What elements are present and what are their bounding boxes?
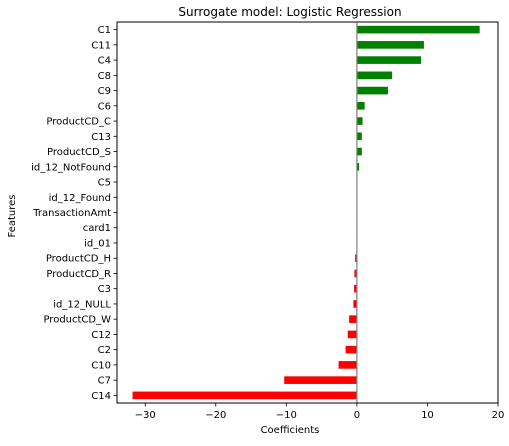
y-tick-label: ProductCD_C (46, 117, 111, 128)
y-tick-label: ProductCD_H (46, 254, 111, 265)
plot-frame (116, 21, 499, 404)
y-tick-label: ProductCD_W (43, 315, 111, 326)
x-tick-label: 20 (492, 410, 505, 421)
y-tick-label: id_01 (84, 238, 111, 249)
y-axis-ticks: C1 C11 C4 C8 C9 C6 ProductCD_C C13 ProductCD_Sid… (31, 25, 117, 402)
x-axis-ticks: −30 −20 −10 0 10 20 (135, 403, 505, 421)
x-tick-label: 10 (421, 410, 434, 421)
bar-ProductCD_W (349, 315, 357, 323)
bar-C6 (356, 102, 365, 110)
chart-title: Surrogate model: Logistic Regression (178, 5, 401, 19)
x-tick-label: −10 (276, 410, 297, 421)
bar-ProductCD_R (354, 269, 357, 278)
bar-id_12_NULL (353, 300, 357, 308)
y-tick-label: C5 (98, 178, 111, 189)
y-tick-label: C8 (98, 71, 111, 82)
y-tick-label: C7 (98, 376, 111, 387)
bar-C10 (338, 361, 357, 369)
y-axis-label: Features (7, 195, 18, 238)
y-tick-label: C2 (98, 345, 111, 356)
y-tick-label: C10 (91, 360, 111, 371)
bar-C4 (356, 56, 422, 64)
bar-C3 (354, 284, 357, 293)
bar-C11 (356, 41, 424, 49)
bar-C14 (132, 391, 357, 400)
bar-C13 (356, 132, 362, 141)
y-tick-label: card1 (83, 223, 111, 234)
x-tick-label: −20 (205, 410, 226, 421)
y-tick-label: C1 (98, 25, 111, 36)
y-tick-label: ProductCD_R (46, 269, 111, 280)
x-tick-label: 0 (354, 410, 360, 421)
y-tick-label: TransactionAmt (32, 208, 111, 219)
y-tick-label: C6 (98, 101, 111, 112)
x-tick-label: −30 (135, 410, 156, 421)
y-tick-label: ProductCD_S (47, 147, 111, 158)
bar-C7 (284, 376, 357, 384)
bar-C1 (356, 25, 480, 34)
y-tick-label: C14 (91, 391, 111, 402)
bar-C2 (345, 345, 357, 354)
y-tick-label: C11 (91, 40, 111, 51)
bar-C12 (347, 330, 357, 339)
bar-C9 (356, 86, 388, 95)
y-tick-label: C3 (98, 284, 111, 295)
bar-C8 (356, 71, 393, 80)
y-tick-label: C9 (98, 86, 111, 97)
bar-ProductCD_C (356, 117, 363, 125)
x-axis-label: Coefficients (261, 425, 320, 436)
bar-id_12_NotFound (356, 162, 360, 171)
y-tick-label: C13 (91, 132, 111, 143)
y-tick-label: id_12_NotFound (31, 162, 111, 173)
y-tick-label: id_12_NULL (53, 299, 111, 310)
y-tick-label: C4 (98, 56, 111, 67)
bars-group (132, 25, 480, 400)
y-tick-label: id_12_Found (49, 193, 111, 204)
bar-ProductCD_H (355, 254, 357, 263)
y-tick-label: C12 (91, 330, 111, 341)
bar-ProductCD_S (356, 147, 362, 156)
